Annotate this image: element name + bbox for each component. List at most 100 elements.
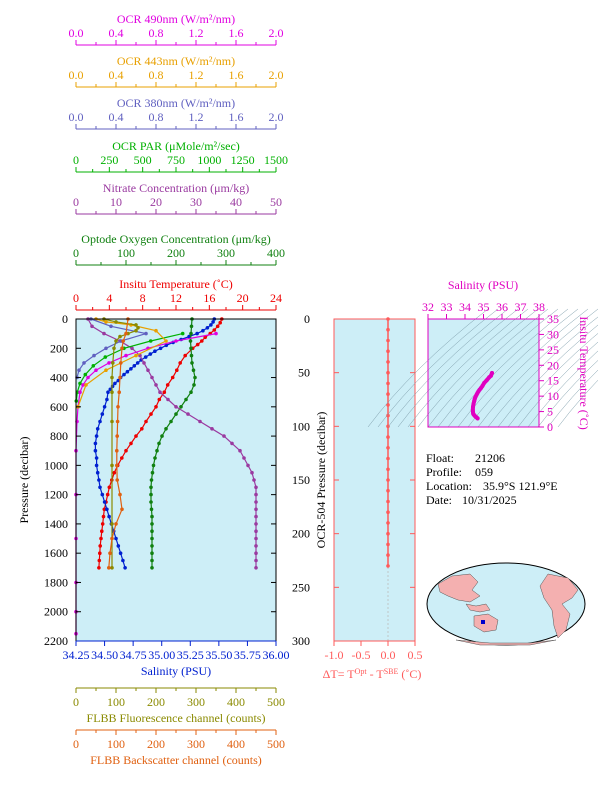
float-info: Float: 21206 Profile: 059 Location: 35.9… bbox=[426, 451, 558, 507]
top-tick-label-temperature: 16 bbox=[203, 291, 215, 305]
series-point-salinity bbox=[148, 352, 153, 356]
series-point-nitrate bbox=[254, 500, 258, 504]
top-tick-label-ocr443: 0.8 bbox=[149, 68, 164, 82]
series-point-fluor bbox=[110, 375, 114, 380]
series-point-fluor bbox=[110, 463, 114, 468]
series-point-salinity bbox=[209, 323, 213, 327]
series-point-oxygen bbox=[189, 324, 194, 329]
series-point-temperature bbox=[140, 427, 144, 431]
series-point-oxygen bbox=[169, 419, 173, 424]
bottom-tick-label-salinity: 35.25 bbox=[177, 648, 204, 662]
dt-point bbox=[386, 564, 390, 568]
series-point-nitrate bbox=[252, 478, 256, 482]
series-point-salinity bbox=[107, 514, 111, 519]
series-point-nitrate bbox=[242, 456, 246, 460]
series-point-salinity bbox=[122, 372, 126, 377]
series-point-temperature bbox=[120, 456, 124, 460]
dt-point bbox=[386, 381, 390, 386]
dt-y-tick-label: 0 bbox=[304, 312, 310, 326]
bottom-tick-label-backscatter: 500 bbox=[267, 737, 285, 751]
series-point-temperature bbox=[175, 368, 179, 373]
map-land-maritime bbox=[465, 603, 491, 613]
series-point-par bbox=[148, 339, 153, 343]
dt-point bbox=[386, 510, 390, 514]
dt-point bbox=[386, 478, 390, 482]
series-point-oxygen bbox=[192, 383, 196, 387]
main-y-tick-label: 1800 bbox=[44, 575, 68, 589]
series-point-nitrate bbox=[154, 383, 158, 387]
bottom-tick-label-backscatter: 200 bbox=[147, 737, 165, 751]
top-tick-label-temperature: 8 bbox=[140, 291, 146, 305]
dt-point bbox=[386, 435, 390, 439]
series-point-ocr490 bbox=[107, 361, 111, 365]
top-tick-label-temperature: 0 bbox=[73, 291, 79, 305]
series-point-salinity bbox=[105, 507, 109, 512]
top-axis-label-nitrate: Nitrate Concentration (μm/kg) bbox=[103, 181, 249, 195]
series-point-salinity bbox=[125, 369, 130, 374]
main-y-tick-label: 2200 bbox=[44, 634, 68, 648]
series-point-oxygen bbox=[149, 492, 153, 497]
bottom-tick-label-salinity: 35.00 bbox=[148, 648, 175, 662]
series-point-temperature bbox=[170, 375, 175, 380]
dt-x-tick-label: 0.0 bbox=[381, 648, 396, 662]
ts-contour-line bbox=[377, 308, 499, 428]
series-point-salinity bbox=[102, 405, 107, 409]
ts-series-layer bbox=[470, 371, 494, 421]
top-tick-label-nitrate: 20 bbox=[150, 195, 162, 209]
ts-contour-line bbox=[367, 308, 489, 428]
series-point-salinity bbox=[195, 331, 199, 336]
series-point-nitrate bbox=[254, 514, 258, 519]
series-point-ocr380 bbox=[104, 346, 108, 351]
series-ocr443 bbox=[76, 317, 168, 409]
series-point-nitrate bbox=[230, 441, 234, 446]
ts-y-tick-label: 20 bbox=[547, 358, 559, 372]
dt-series-layer bbox=[386, 317, 390, 641]
ts-contour-line bbox=[467, 308, 589, 428]
location-label: Location: bbox=[426, 479, 472, 493]
dt-y-tick-label: 200 bbox=[292, 527, 310, 541]
top-tick-label-ocr443: 0.4 bbox=[109, 68, 124, 82]
map-float-marker bbox=[481, 620, 485, 624]
ts-contour-line bbox=[407, 308, 529, 428]
series-point-oxygen bbox=[193, 375, 197, 380]
top-axis-label-temperature: Insitu Temperature (˚C) bbox=[119, 277, 233, 291]
series-point-backscatter bbox=[121, 339, 125, 343]
location-value: 35.9°S 121.9°E bbox=[483, 479, 558, 493]
series-point-backscatter bbox=[115, 463, 119, 468]
series-point-backscatter bbox=[124, 331, 128, 336]
top-tick-label-oxygen: 300 bbox=[217, 246, 235, 260]
dt-point bbox=[386, 456, 390, 461]
main-y-tick-label: 200 bbox=[50, 341, 68, 355]
series-point-fluor bbox=[114, 320, 118, 324]
bottom-tick-label-fluor: 300 bbox=[187, 695, 205, 709]
series-point-backscatter bbox=[117, 390, 121, 395]
series-point-temperature bbox=[99, 536, 103, 541]
series-point-fluor bbox=[114, 339, 118, 343]
series-point-temperature bbox=[183, 353, 187, 358]
top-axis-label-ocr490: OCR 490nm (W/m²/nm) bbox=[117, 12, 235, 26]
dt-point bbox=[386, 403, 390, 407]
top-tick-label-ocr490: 2.0 bbox=[269, 26, 284, 40]
dt-point bbox=[386, 446, 390, 450]
main-y-tick-label: 600 bbox=[50, 400, 68, 414]
top-axis-label-par: OCR PAR (μMole/m²/sec) bbox=[112, 139, 240, 153]
dt-point bbox=[386, 488, 390, 493]
series-point-salinity bbox=[201, 328, 205, 333]
series-point-temperature bbox=[105, 492, 110, 497]
top-tick-label-ocr380: 1.2 bbox=[189, 110, 204, 124]
top-tick-label-ocr443: 0.0 bbox=[69, 68, 84, 82]
map-land-asia bbox=[437, 573, 481, 603]
series-point-backscatter bbox=[120, 346, 124, 351]
dt-x-label-sup-2: SBE bbox=[384, 667, 399, 676]
series-point-nitrate bbox=[254, 529, 258, 533]
series-point-temperature bbox=[149, 412, 153, 416]
series-point-oxygen bbox=[150, 544, 154, 548]
dt-point bbox=[386, 338, 390, 343]
series-point-ocr380 bbox=[77, 368, 81, 373]
top-axis-label-ocr380: OCR 380nm (W/m²/nm) bbox=[117, 96, 235, 110]
series-nitrate bbox=[86, 317, 258, 570]
series-point-backscatter bbox=[108, 551, 112, 555]
series-point-ocr443 bbox=[104, 368, 108, 373]
top-tick-label-par: 1500 bbox=[264, 153, 288, 167]
